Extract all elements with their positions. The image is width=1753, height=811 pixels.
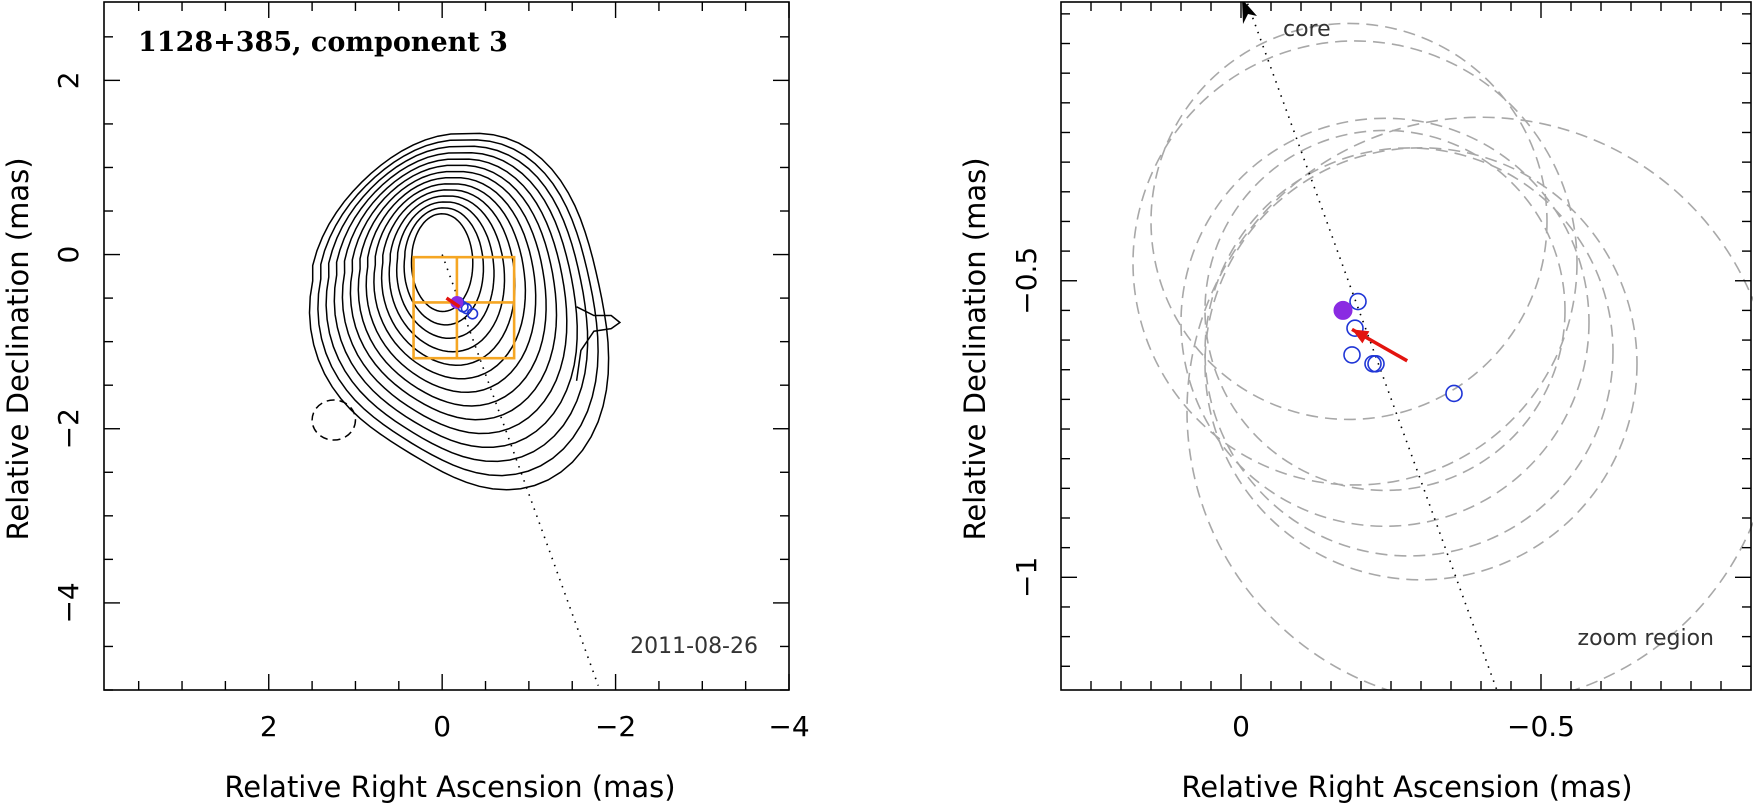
contour-level-11 — [333, 151, 578, 449]
error-circle — [1180, 117, 1590, 528]
left-x-axis-title: Relative Right Ascension (mas) — [224, 770, 675, 804]
y-tick-label: −0.5 — [1010, 247, 1043, 315]
component-epoch-marker — [1367, 354, 1385, 373]
zoom-box — [412, 255, 516, 360]
left-panel: 2 0 −2 −4 2 0 −2 −4 1128+385, component 3 2011-… — [1, 1, 810, 804]
x-tick-label: 0 — [433, 710, 451, 743]
y-tick-label: −2 — [52, 408, 85, 449]
right-plot-frame — [1060, 1, 1752, 691]
core-direction-line — [441, 254, 599, 686]
contour-level-1 — [410, 213, 474, 313]
x-tick-label: 2 — [260, 710, 278, 743]
right-panel: 0 −0.5 −0.5 −1 core zoom region Relative Ri… — [958, 1, 1753, 804]
error-circles — [1132, 22, 1753, 690]
y-tick-label: 0 — [52, 246, 85, 264]
y-tick-label: −4 — [52, 582, 85, 623]
core-label: core — [1283, 17, 1331, 42]
left-axes: 2 0 −2 −4 2 0 −2 −4 — [52, 1, 810, 743]
velocity-vector — [445, 296, 461, 309]
left-plot-frame — [103, 1, 790, 691]
contour-tail — [575, 306, 622, 381]
component-epoch-marker — [460, 302, 473, 315]
error-circle — [1204, 129, 1566, 492]
contour-level-12 — [325, 145, 589, 463]
core-direction-line — [1246, 2, 1498, 690]
right-x-axis-title: Relative Right Ascension (mas) — [1181, 770, 1632, 804]
y-tick-label: −1 — [1010, 557, 1043, 598]
right-y-axis-title: Relative Declination (mas) — [958, 157, 992, 540]
error-circle — [1204, 147, 1614, 557]
error-circle — [1132, 40, 1578, 486]
error-circle — [1204, 146, 1638, 581]
x-tick-label: −4 — [768, 710, 809, 743]
negative-contour — [311, 399, 357, 441]
x-tick-label: −2 — [595, 710, 636, 743]
contour-level-14 — [308, 132, 610, 491]
panel-title: 1128+385, component 3 — [138, 27, 508, 58]
left-marks — [412, 254, 599, 686]
right-marks — [1242, 2, 1498, 690]
contour-level-4 — [388, 195, 506, 353]
left-y-axis-title: Relative Declination (mas) — [1, 157, 35, 540]
component-epoch-marker — [1346, 319, 1364, 338]
contour-level-7 — [365, 177, 537, 394]
error-circle — [1186, 116, 1753, 690]
contour-level-6 — [373, 183, 527, 380]
component-epoch-marker — [1349, 292, 1367, 311]
contour-level-2 — [403, 207, 485, 326]
epoch-date-label: 2011-08-26 — [630, 634, 758, 659]
contour-level-8 — [357, 170, 547, 407]
zoom-region-label: zoom region — [1578, 626, 1714, 651]
contour-level-9 — [349, 164, 558, 421]
error-circle — [1150, 22, 1548, 421]
component-epoch-marker — [1343, 346, 1361, 364]
right-axes: 0 −0.5 −0.5 −1 — [1010, 1, 1752, 743]
contour-level-13 — [317, 139, 599, 477]
x-tick-label: 0 — [1232, 710, 1250, 743]
contour-map — [308, 132, 622, 491]
core-arrowhead — [1242, 2, 1257, 24]
component-epoch-marker — [466, 307, 479, 320]
mean-position-marker — [1333, 300, 1353, 320]
x-tick-label: −0.5 — [1507, 710, 1575, 743]
y-tick-label: 2 — [52, 71, 85, 89]
contour-level-10 — [341, 158, 568, 435]
component-epoch-marker — [1445, 384, 1463, 403]
contour-level-3 — [395, 201, 495, 340]
velocity-arrowhead — [1352, 329, 1370, 344]
